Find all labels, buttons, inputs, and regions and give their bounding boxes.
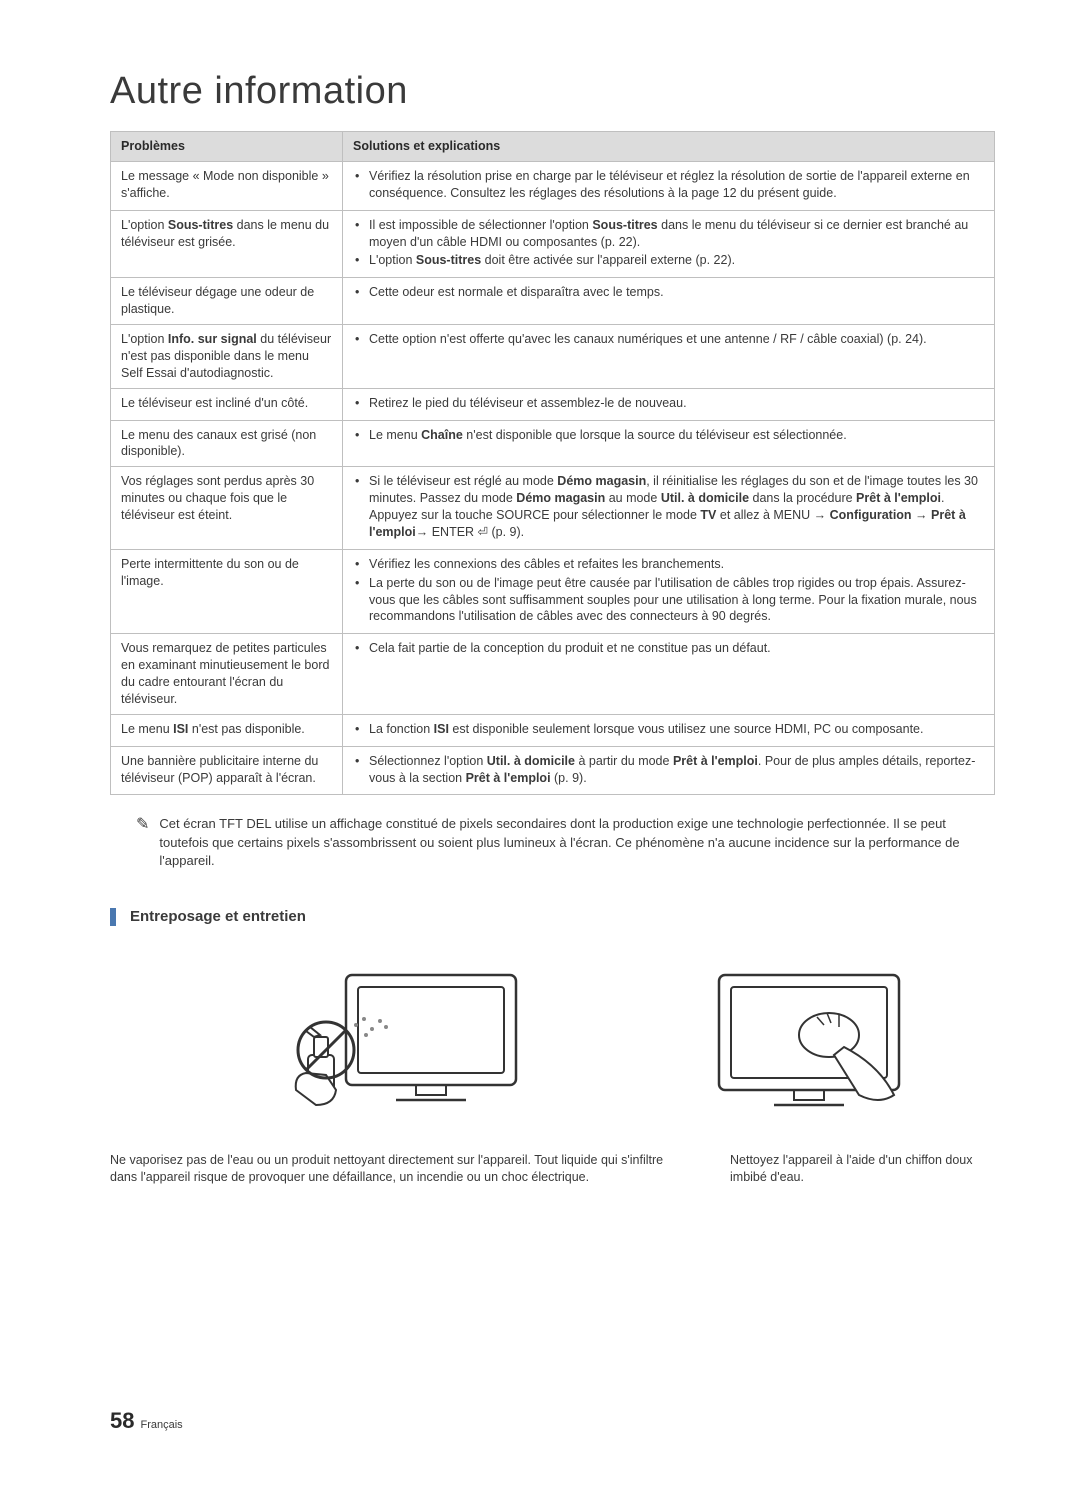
solution-item: Vérifiez la résolution prise en charge p… [353,168,984,202]
solution-item: Cette option n'est offerte qu'avec les c… [353,331,984,348]
problem-cell: Le téléviseur dégage une odeur de plasti… [111,278,343,325]
table-row: Une bannière publicitaire interne du tél… [111,746,995,795]
problem-cell: Le menu des canaux est grisé (non dispon… [111,420,343,467]
table-row: Le menu des canaux est grisé (non dispon… [111,420,995,467]
solution-item: Sélectionnez l'option Util. à domicile à… [353,753,984,787]
solution-cell: Le menu Chaîne n'est disponible que lors… [343,420,995,467]
page-footer: 58 Français [110,1408,183,1434]
solution-item: Vérifiez les connexions des câbles et re… [353,556,984,573]
solution-item: La fonction ISI est disponible seulement… [353,721,984,738]
table-row: Le message « Mode non disponible » s'aff… [111,161,995,210]
problem-cell: Perte intermittente du son ou de l'image… [111,549,343,634]
illustration-do-not-spray [250,950,583,1140]
solution-cell: Retirez le pied du téléviseur et assembl… [343,388,995,420]
table-row: L'option Sous-titres dans le menu du tél… [111,210,995,278]
solution-item: Retirez le pied du téléviseur et assembl… [353,395,984,412]
solution-item: Cette odeur est normale et disparaîtra a… [353,284,984,301]
table-row: Vos réglages sont perdus après 30 minute… [111,467,995,550]
heading-accent-bar [110,908,116,926]
table-row: Vous remarquez de petites particules en … [111,634,995,715]
problem-cell: Le téléviseur est incliné d'un côté. [111,388,343,420]
solution-cell: La fonction ISI est disponible seulement… [343,714,995,746]
solution-cell: Il est impossible de sélectionner l'opti… [343,210,995,278]
solution-cell: Sélectionnez l'option Util. à domicile à… [343,746,995,795]
illustrations-row [110,950,995,1152]
col-header-solutions: Solutions et explications [343,132,995,162]
problem-cell: Vos réglages sont perdus après 30 minute… [111,467,343,550]
solution-cell: Cette odeur est normale et disparaîtra a… [343,278,995,325]
illustration-wipe-cloth [643,950,976,1140]
tft-note: ✎ Cet écran TFT DEL utilise un affichage… [110,815,995,870]
caption-left: Ne vaporisez pas de l'eau ou un produit … [110,1152,690,1186]
solution-item: Si le téléviseur est réglé au mode Démo … [353,473,984,541]
troubleshooting-table: Problèmes Solutions et explications Le m… [110,131,995,795]
page-title: Autre information [110,70,995,113]
table-row: Le téléviseur dégage une odeur de plasti… [111,278,995,325]
problem-cell: L'option Info. sur signal du téléviseur … [111,325,343,389]
solution-item: Cela fait partie de la conception du pro… [353,640,984,657]
note-text: Cet écran TFT DEL utilise un affichage c… [159,815,985,870]
solution-item: L'option Sous-titres doit être activée s… [353,252,984,269]
problem-cell: Une bannière publicitaire interne du tél… [111,746,343,795]
page-number: 58 [110,1408,134,1434]
solution-cell: Vérifiez les connexions des câbles et re… [343,549,995,634]
problem-cell: Le menu ISI n'est pas disponible. [111,714,343,746]
table-row: Le menu ISI n'est pas disponible. La fonc… [111,714,995,746]
note-icon: ✎ [136,814,149,870]
solution-cell: Vérifiez la résolution prise en charge p… [343,161,995,210]
caption-right: Nettoyez l'appareil à l'aide d'un chiffo… [730,1152,995,1186]
table-row: L'option Info. sur signal du téléviseur … [111,325,995,389]
solution-cell: Cette option n'est offerte qu'avec les c… [343,325,995,389]
table-row: Le téléviseur est incliné d'un côté. Reti… [111,388,995,420]
page-language: Français [140,1419,182,1431]
problem-cell: L'option Sous-titres dans le menu du tél… [111,210,343,278]
problem-cell: Le message « Mode non disponible » s'aff… [111,161,343,210]
problem-cell: Vous remarquez de petites particules en … [111,634,343,715]
solution-item: Il est impossible de sélectionner l'opti… [353,217,984,251]
table-row: Perte intermittente du son ou de l'image… [111,549,995,634]
solution-cell: Si le téléviseur est réglé au mode Démo … [343,467,995,550]
illustration-captions: Ne vaporisez pas de l'eau ou un produit … [110,1152,995,1186]
solution-item: Le menu Chaîne n'est disponible que lors… [353,427,984,444]
solution-cell: Cela fait partie de la conception du pro… [343,634,995,715]
heading-text: Entreposage et entretien [130,908,306,925]
solution-item: La perte du son ou de l'image peut être … [353,575,984,626]
col-header-problems: Problèmes [111,132,343,162]
section-heading-storage: Entreposage et entretien [110,908,995,926]
